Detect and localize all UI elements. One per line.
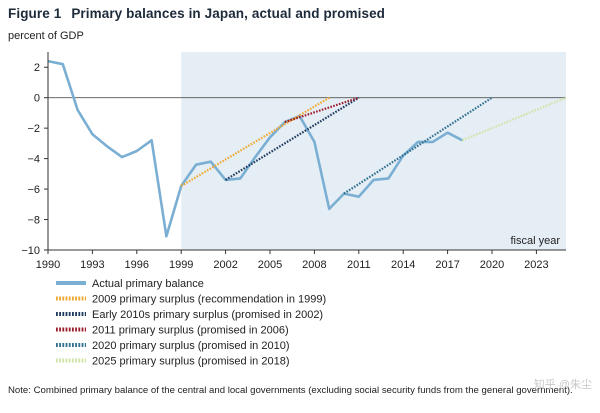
- series-line-5: [461, 96, 567, 142]
- line-chart: fiscal year 2 0 −2 −4 −6 −8 −10 1990 1993 1996 199…: [21, 52, 567, 368]
- figure-title-text: Primary balances in Japan, actual and pr…: [71, 6, 386, 21]
- x-tick-label: 2017: [435, 259, 459, 271]
- legend-label-2: Early 2010s primary surplus (promised in…: [92, 309, 323, 321]
- x-tick-label: 2002: [213, 259, 237, 271]
- y-tick-label: −8: [27, 215, 40, 227]
- x-tick-label: 2014: [391, 259, 415, 271]
- legend-label-0: Actual primary balance: [92, 278, 204, 290]
- shaded-region: [181, 52, 566, 250]
- y-tick-label: 2: [34, 62, 40, 74]
- x-tick-label: 1996: [125, 259, 149, 271]
- x-tick-label: 1990: [36, 259, 60, 271]
- figure-title: Figure 1 Primary balances in Japan, actua…: [8, 6, 385, 21]
- series-group: [47, 59, 567, 238]
- series-line-2: [225, 96, 360, 181]
- plot-background: fiscal year: [181, 52, 566, 250]
- axes: 2 0 −2 −4 −6 −8 −10 1990 1993 1996 1999 2002 2005 200…: [21, 52, 566, 271]
- legend: Actual primary balance 2009 primary surpl…: [56, 278, 326, 368]
- series-line-3: [284, 96, 360, 124]
- x-tick-label: 2005: [258, 259, 282, 271]
- x-tick-label: 2008: [302, 259, 326, 271]
- x-tick-label: 2011: [347, 259, 371, 271]
- y-tick-label: −2: [27, 123, 40, 135]
- x-tick-label: 1993: [80, 259, 104, 271]
- legend-label-3: 2011 primary surplus (promised in 2006): [92, 325, 289, 337]
- legend-label-1: 2009 primary surplus (recommendation in …: [92, 294, 326, 306]
- y-axis-unit: percent of GDP: [8, 30, 84, 42]
- x-tick-label: 1999: [169, 259, 193, 271]
- legend-label-5: 2025 primary surplus (promised in 2018): [92, 356, 289, 368]
- y-tick-label: 0: [34, 93, 40, 105]
- series-line-0: [47, 59, 463, 238]
- y-tick-label: −4: [27, 154, 40, 166]
- x-tick-label: 2023: [524, 259, 548, 271]
- figure-number: Figure 1: [8, 6, 62, 21]
- series-line-4: [343, 96, 493, 195]
- footnote: Note: Combined primary balance of the ce…: [8, 385, 573, 396]
- legend-label-4: 2020 primary surplus (promised in 2010): [92, 340, 289, 352]
- shaded-region-label: fiscal year: [510, 235, 560, 247]
- y-tick-label: −10: [21, 245, 40, 257]
- watermark: 知乎 @朱尘: [533, 379, 592, 391]
- x-tick-label: 2020: [480, 259, 504, 271]
- y-tick-label: −6: [27, 184, 40, 196]
